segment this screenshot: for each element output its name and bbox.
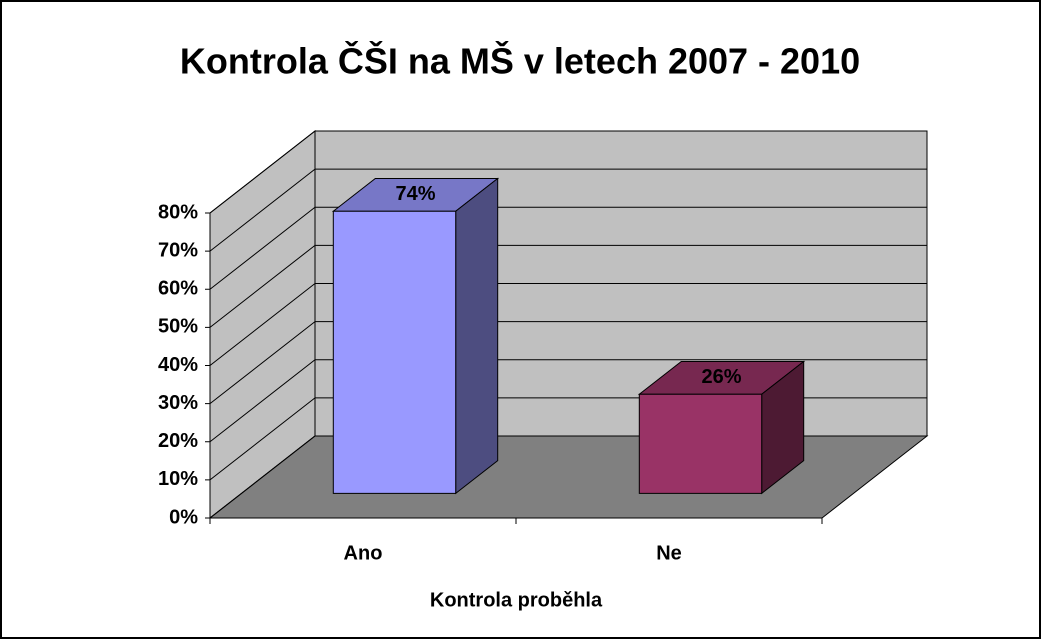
bar	[638, 393, 763, 494]
data-label: 74%	[395, 183, 435, 205]
grid-line	[209, 130, 316, 214]
chart-title: Kontrola ČŠI na MŠ v letech 2007 - 2010	[180, 40, 860, 82]
grid-line	[209, 397, 316, 481]
grid-line	[209, 244, 316, 328]
bar-side	[455, 177, 499, 495]
grid-line	[209, 168, 316, 252]
grid-line	[209, 435, 316, 519]
y-tick-label: 70%	[158, 239, 198, 261]
y-tick-label: 0%	[169, 506, 198, 528]
y-tick-label: 10%	[158, 468, 198, 490]
floor	[208, 435, 929, 519]
y-tick-label: 20%	[158, 430, 198, 452]
y-tick-label: 60%	[158, 278, 198, 300]
y-tick-label: 50%	[158, 316, 198, 338]
grid-line	[209, 206, 316, 290]
y-tick-label: 80%	[158, 201, 198, 223]
y-tick-label: 30%	[158, 392, 198, 414]
grid-line	[209, 359, 316, 443]
grid-line	[209, 321, 316, 405]
x-tick-label: Ne	[656, 542, 682, 564]
y-tick-label: 40%	[158, 354, 198, 376]
bar	[332, 210, 457, 494]
grid-line	[209, 283, 316, 366]
data-label: 26%	[701, 366, 741, 388]
x-axis-label: Kontrola proběhla	[430, 589, 603, 611]
x-tick-label: Ano	[344, 542, 383, 564]
